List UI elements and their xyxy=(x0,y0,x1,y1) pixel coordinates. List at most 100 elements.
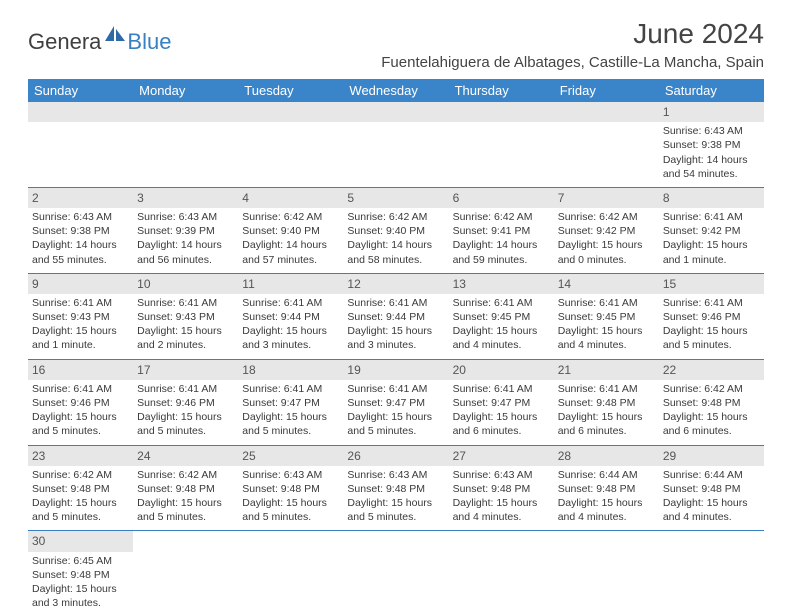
daylight-line-2: and 1 minute. xyxy=(32,338,129,352)
day-details: Sunrise: 6:41 AMSunset: 9:42 PMDaylight:… xyxy=(659,208,764,273)
sunrise-line: Sunrise: 6:42 AM xyxy=(347,210,444,224)
day-details: Sunrise: 6:43 AMSunset: 9:48 PMDaylight:… xyxy=(343,466,448,531)
calendar-day-cell xyxy=(343,531,448,616)
day-details xyxy=(554,552,659,560)
sunset-line: Sunset: 9:48 PM xyxy=(453,482,550,496)
day-number: 4 xyxy=(238,188,343,208)
brand-logo: Genera Blue xyxy=(28,24,171,59)
calendar-day-cell: 19Sunrise: 6:41 AMSunset: 9:47 PMDayligh… xyxy=(343,360,448,445)
calendar-day-cell: 2Sunrise: 6:43 AMSunset: 9:38 PMDaylight… xyxy=(28,188,133,273)
day-details: Sunrise: 6:42 AMSunset: 9:40 PMDaylight:… xyxy=(238,208,343,273)
sunset-line: Sunset: 9:42 PM xyxy=(663,224,760,238)
day-details: Sunrise: 6:41 AMSunset: 9:47 PMDaylight:… xyxy=(343,380,448,445)
sunrise-line: Sunrise: 6:42 AM xyxy=(663,382,760,396)
calendar-day-cell: 13Sunrise: 6:41 AMSunset: 9:45 PMDayligh… xyxy=(449,274,554,359)
daylight-line-1: Daylight: 15 hours xyxy=(453,496,550,510)
daylight-line-2: and 57 minutes. xyxy=(242,253,339,267)
page-title: June 2024 xyxy=(381,18,764,50)
day-details: Sunrise: 6:42 AMSunset: 9:48 PMDaylight:… xyxy=(659,380,764,445)
day-details: Sunrise: 6:41 AMSunset: 9:46 PMDaylight:… xyxy=(659,294,764,359)
calendar-week-row: 1Sunrise: 6:43 AMSunset: 9:38 PMDaylight… xyxy=(28,102,764,188)
day-number: 22 xyxy=(659,360,764,380)
day-details xyxy=(28,122,133,130)
calendar-week-row: 2Sunrise: 6:43 AMSunset: 9:38 PMDaylight… xyxy=(28,188,764,274)
sunset-line: Sunset: 9:48 PM xyxy=(663,482,760,496)
day-number xyxy=(554,102,659,122)
sunrise-line: Sunrise: 6:41 AM xyxy=(663,210,760,224)
calendar-week-row: 30Sunrise: 6:45 AMSunset: 9:48 PMDayligh… xyxy=(28,531,764,616)
day-number: 21 xyxy=(554,360,659,380)
daylight-line-2: and 4 minutes. xyxy=(453,510,550,524)
calendar-day-cell: 17Sunrise: 6:41 AMSunset: 9:46 PMDayligh… xyxy=(133,360,238,445)
day-number: 24 xyxy=(133,446,238,466)
title-block: June 2024 Fuentelahiguera de Albatages, … xyxy=(381,18,764,77)
day-number: 20 xyxy=(449,360,554,380)
calendar-day-cell xyxy=(28,102,133,187)
calendar-day-cell xyxy=(133,102,238,187)
day-details xyxy=(449,552,554,560)
day-number: 15 xyxy=(659,274,764,294)
day-number: 13 xyxy=(449,274,554,294)
sunrise-line: Sunrise: 6:41 AM xyxy=(453,382,550,396)
day-number xyxy=(133,531,238,551)
daylight-line-1: Daylight: 15 hours xyxy=(347,496,444,510)
day-details: Sunrise: 6:42 AMSunset: 9:41 PMDaylight:… xyxy=(449,208,554,273)
calendar-day-cell: 28Sunrise: 6:44 AMSunset: 9:48 PMDayligh… xyxy=(554,446,659,531)
sunset-line: Sunset: 9:42 PM xyxy=(558,224,655,238)
day-details: Sunrise: 6:42 AMSunset: 9:40 PMDaylight:… xyxy=(343,208,448,273)
daylight-line-2: and 56 minutes. xyxy=(137,253,234,267)
day-number: 3 xyxy=(133,188,238,208)
daylight-line-1: Daylight: 15 hours xyxy=(663,324,760,338)
calendar-day-cell: 7Sunrise: 6:42 AMSunset: 9:42 PMDaylight… xyxy=(554,188,659,273)
sunrise-line: Sunrise: 6:41 AM xyxy=(558,382,655,396)
day-number: 6 xyxy=(449,188,554,208)
daylight-line-2: and 5 minutes. xyxy=(347,510,444,524)
daylight-line-1: Daylight: 15 hours xyxy=(347,410,444,424)
day-details: Sunrise: 6:43 AMSunset: 9:48 PMDaylight:… xyxy=(449,466,554,531)
sunrise-line: Sunrise: 6:41 AM xyxy=(242,296,339,310)
calendar-day-cell: 26Sunrise: 6:43 AMSunset: 9:48 PMDayligh… xyxy=(343,446,448,531)
daylight-line-2: and 4 minutes. xyxy=(663,510,760,524)
calendar-day-cell: 22Sunrise: 6:42 AMSunset: 9:48 PMDayligh… xyxy=(659,360,764,445)
sunrise-line: Sunrise: 6:43 AM xyxy=(347,468,444,482)
location-subtitle: Fuentelahiguera de Albatages, Castille-L… xyxy=(381,54,764,71)
sunrise-line: Sunrise: 6:41 AM xyxy=(663,296,760,310)
daylight-line-2: and 4 minutes. xyxy=(558,338,655,352)
day-number: 27 xyxy=(449,446,554,466)
day-details: Sunrise: 6:43 AMSunset: 9:38 PMDaylight:… xyxy=(659,122,764,187)
calendar-day-cell: 6Sunrise: 6:42 AMSunset: 9:41 PMDaylight… xyxy=(449,188,554,273)
daylight-line-2: and 55 minutes. xyxy=(32,253,129,267)
calendar-day-cell: 15Sunrise: 6:41 AMSunset: 9:46 PMDayligh… xyxy=(659,274,764,359)
day-number xyxy=(238,102,343,122)
sunrise-line: Sunrise: 6:42 AM xyxy=(242,210,339,224)
sunrise-line: Sunrise: 6:41 AM xyxy=(32,382,129,396)
sunset-line: Sunset: 9:46 PM xyxy=(137,396,234,410)
calendar-day-cell: 23Sunrise: 6:42 AMSunset: 9:48 PMDayligh… xyxy=(28,446,133,531)
calendar-week-row: 16Sunrise: 6:41 AMSunset: 9:46 PMDayligh… xyxy=(28,360,764,446)
daylight-line-1: Daylight: 15 hours xyxy=(663,238,760,252)
sunrise-line: Sunrise: 6:41 AM xyxy=(32,296,129,310)
calendar-day-cell xyxy=(554,102,659,187)
daylight-line-1: Daylight: 15 hours xyxy=(347,324,444,338)
daylight-line-1: Daylight: 14 hours xyxy=(137,238,234,252)
daylight-line-1: Daylight: 15 hours xyxy=(453,324,550,338)
day-details: Sunrise: 6:43 AMSunset: 9:39 PMDaylight:… xyxy=(133,208,238,273)
day-details xyxy=(343,122,448,130)
sunrise-line: Sunrise: 6:43 AM xyxy=(32,210,129,224)
sunset-line: Sunset: 9:38 PM xyxy=(32,224,129,238)
daylight-line-1: Daylight: 14 hours xyxy=(663,153,760,167)
day-number xyxy=(238,531,343,551)
day-number: 29 xyxy=(659,446,764,466)
calendar-day-cell xyxy=(238,102,343,187)
day-details xyxy=(133,122,238,130)
sunset-line: Sunset: 9:48 PM xyxy=(558,482,655,496)
daylight-line-2: and 6 minutes. xyxy=(558,424,655,438)
daylight-line-1: Daylight: 15 hours xyxy=(663,496,760,510)
daylight-line-2: and 6 minutes. xyxy=(453,424,550,438)
calendar-day-cell: 24Sunrise: 6:42 AMSunset: 9:48 PMDayligh… xyxy=(133,446,238,531)
day-number: 8 xyxy=(659,188,764,208)
calendar-week-row: 23Sunrise: 6:42 AMSunset: 9:48 PMDayligh… xyxy=(28,446,764,532)
day-number xyxy=(554,531,659,551)
day-details: Sunrise: 6:42 AMSunset: 9:48 PMDaylight:… xyxy=(133,466,238,531)
brand-word2: Blue xyxy=(127,29,171,55)
